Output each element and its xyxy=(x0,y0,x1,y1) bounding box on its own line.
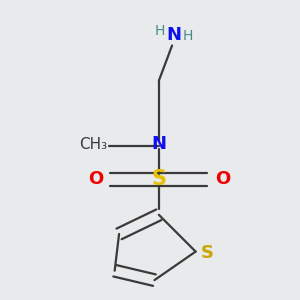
Text: S: S xyxy=(201,244,214,262)
Text: H: H xyxy=(155,24,166,38)
Text: H: H xyxy=(183,28,194,43)
Text: N: N xyxy=(151,135,166,153)
Text: O: O xyxy=(215,170,230,188)
Text: CH₃: CH₃ xyxy=(79,136,107,152)
Text: S: S xyxy=(151,169,166,189)
Text: N: N xyxy=(166,26,181,44)
Text: O: O xyxy=(88,170,103,188)
